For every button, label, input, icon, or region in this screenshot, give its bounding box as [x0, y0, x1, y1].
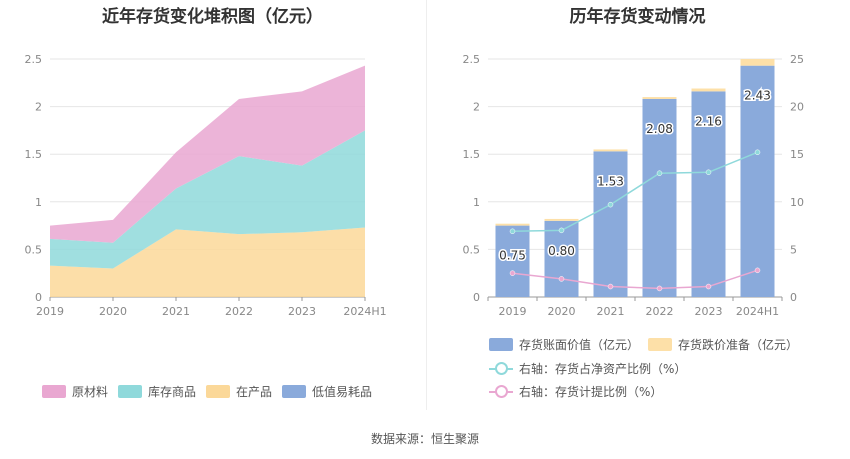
legend-label: 库存商品 — [148, 385, 197, 399]
line-ratio-assets-point — [607, 201, 614, 208]
panel-divider — [426, 0, 427, 410]
line-ratio-assets-point — [705, 169, 712, 176]
bar-book-value — [642, 98, 677, 297]
y-tick-label: 1.5 — [463, 148, 481, 161]
right-chart-title: 历年存货变动情况 — [569, 7, 706, 27]
x-tick-label: 2022 — [646, 305, 674, 318]
x-tick-label: 2020 — [99, 305, 127, 318]
y2-tick-label: 20 — [790, 101, 804, 114]
y-tick-label: 0 — [473, 291, 480, 304]
line-ratio-reserve-point — [656, 285, 663, 292]
legend-item-ratio-assets[interactable]: 右轴：存货占净资产比例（%） — [489, 360, 686, 377]
y-tick-label: 0 — [35, 291, 42, 304]
line-ratio-reserve — [512, 269, 758, 290]
legend-swatch-icon — [489, 338, 513, 351]
y-tick-label: 2 — [473, 101, 480, 114]
x-tick-label: 2020 — [548, 305, 576, 318]
legend-swatch-icon — [118, 385, 142, 398]
bar-data-label: 2.43 — [744, 89, 771, 103]
bar-reserve — [593, 149, 628, 152]
bar-book-value — [593, 151, 628, 297]
area-raw-material — [50, 65, 365, 243]
area-wip — [50, 227, 365, 297]
bar-book-value — [740, 65, 775, 297]
legend-swatch-icon — [206, 385, 230, 398]
line-ratio-assets-point — [509, 228, 516, 235]
bar-data-label: 0.80 — [548, 244, 575, 258]
stacked-area-chart: 0 0.5 1 1.5 2 2.5 2019 2020 2021 2022 2023 2024H1 — [25, 53, 387, 318]
y-tick-label: 1.5 — [25, 148, 43, 161]
legend-label: 存货账面价值（亿元） — [519, 338, 640, 352]
bar-reserve — [691, 88, 726, 92]
legend-item-reserve[interactable]: 存货跌价准备（亿元） — [648, 336, 798, 353]
x-tick-label: 2021 — [597, 305, 625, 318]
x-tick-label: 2019 — [36, 305, 64, 318]
legend-label: 原材料 — [72, 385, 109, 399]
legend-item-book-value[interactable]: 存货账面价值（亿元） — [489, 336, 639, 353]
y2-tick-label: 5 — [790, 243, 797, 256]
legend-item-ratio-reserve[interactable]: 右轴：存货计提比例（%） — [489, 383, 662, 400]
legend-line-marker-icon — [489, 362, 513, 375]
left-chart-title: 近年存货变化堆积图（亿元） — [102, 7, 323, 27]
bar-book-value — [495, 225, 530, 297]
y-tick-label: 2.5 — [463, 53, 481, 66]
x-tick-label: 2023 — [695, 305, 723, 318]
legend-item-inventory-goods[interactable]: 库存商品 — [118, 383, 196, 400]
legend-label: 在产品 — [236, 385, 273, 399]
legend-item-low-value[interactable]: 低值易耗品 — [282, 383, 372, 400]
x-tick-label: 2023 — [288, 305, 316, 318]
line-ratio-assets-point — [656, 170, 663, 176]
y-tick-label: 1 — [35, 196, 42, 209]
bar-data-label: 0.75 — [499, 249, 526, 263]
bar-book-value — [544, 220, 579, 297]
y2-tick-label: 10 — [790, 196, 804, 209]
line-ratio-reserve-point — [509, 270, 516, 276]
y-tick-label: 0.5 — [25, 243, 43, 256]
legend-label: 存货跌价准备（亿元） — [678, 338, 799, 352]
x-tick-label: 2022 — [225, 305, 253, 318]
legend-label: 低值易耗品 — [312, 385, 373, 399]
area-inventory-goods — [50, 130, 365, 269]
y2-tick-label: 25 — [790, 53, 804, 66]
legend-item-raw-material[interactable]: 原材料 — [42, 383, 108, 400]
line-ratio-reserve-point — [705, 283, 712, 290]
legend-swatch-icon — [42, 385, 66, 398]
data-source-note: 数据来源：恒生聚源 — [370, 432, 479, 446]
line-ratio-reserve-point — [558, 276, 565, 282]
line-ratio-reserve-point — [754, 267, 761, 274]
line-ratio-reserve-point — [607, 283, 614, 290]
bar-reserve — [544, 218, 579, 221]
x-tick-label: 2024H1 — [343, 305, 386, 318]
line-ratio-assets-point — [754, 149, 761, 156]
bar-data-label: 2.16 — [695, 114, 722, 128]
bar-reserve — [495, 223, 530, 226]
line-ratio-assets-point — [558, 227, 565, 234]
y-tick-label: 2.5 — [25, 53, 43, 66]
x-tick-label: 2019 — [499, 305, 527, 318]
bar-book-value — [691, 91, 726, 297]
bar-data-label: 2.08 — [646, 122, 673, 136]
legend-label: 右轴：存货计提比例（%） — [519, 385, 663, 399]
legend-label: 右轴：存货占净资产比例（%） — [519, 362, 687, 376]
legend-line-marker-icon — [489, 385, 513, 398]
y2-tick-label: 0 — [790, 291, 797, 304]
legend-item-wip[interactable]: 在产品 — [206, 383, 272, 400]
y-tick-label: 2 — [35, 101, 42, 114]
legend-swatch-icon — [282, 385, 306, 398]
y2-tick-label: 15 — [790, 148, 804, 161]
bar-reserve — [642, 97, 677, 99]
x-tick-label: 2024H1 — [736, 305, 779, 318]
bar-reserve — [740, 59, 775, 66]
y-tick-label: 0.5 — [463, 243, 481, 256]
line-ratio-assets — [512, 151, 758, 233]
y-tick-label: 1 — [473, 196, 480, 209]
x-tick-label: 2021 — [162, 305, 190, 318]
bar-data-label: 1.53 — [597, 174, 624, 188]
legend-swatch-icon — [648, 338, 672, 351]
